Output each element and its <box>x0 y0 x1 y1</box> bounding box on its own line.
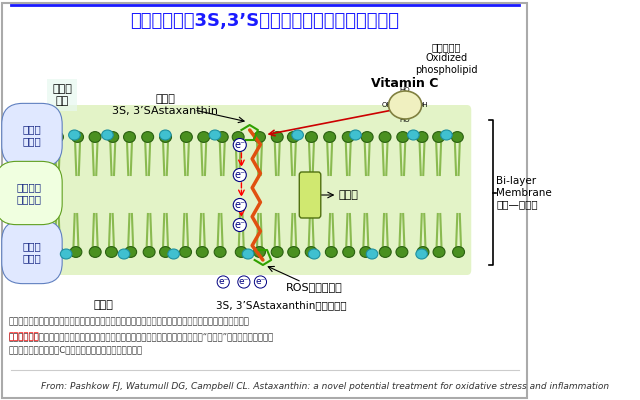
Ellipse shape <box>441 130 452 140</box>
Ellipse shape <box>324 132 335 142</box>
Text: 图示：虾青素的极性端结合了细胞膜的极性端，而非极性的中间部分恰好适应了细胞膜的中间非极性部分。: 图示：虾青素的极性端结合了细胞膜的极性端，而非极性的中间部分恰好适应了细胞膜的中… <box>8 317 249 326</box>
Text: e⁻: e⁻ <box>218 278 228 286</box>
Ellipse shape <box>70 246 82 258</box>
Text: 胆固醇: 胆固醇 <box>339 190 359 200</box>
Text: OH: OH <box>418 102 429 108</box>
Text: HO: HO <box>400 87 410 93</box>
Ellipse shape <box>232 132 244 142</box>
Ellipse shape <box>107 132 118 142</box>
Text: 极性端
（水）: 极性端 （水） <box>22 124 42 146</box>
Ellipse shape <box>396 246 408 258</box>
Ellipse shape <box>198 132 210 142</box>
Ellipse shape <box>51 132 63 142</box>
Ellipse shape <box>159 130 171 140</box>
FancyBboxPatch shape <box>300 172 321 218</box>
Ellipse shape <box>288 246 300 258</box>
Ellipse shape <box>292 130 303 140</box>
Ellipse shape <box>196 246 208 258</box>
Text: 氧化的磷脂
Oxidized
phospholipid: 氧化的磷脂 Oxidized phospholipid <box>415 42 477 75</box>
Ellipse shape <box>361 132 373 142</box>
Ellipse shape <box>416 249 428 259</box>
Ellipse shape <box>417 246 429 258</box>
Ellipse shape <box>209 130 221 140</box>
Ellipse shape <box>68 130 80 140</box>
FancyBboxPatch shape <box>42 105 471 275</box>
Ellipse shape <box>106 246 117 258</box>
Ellipse shape <box>253 246 266 258</box>
Ellipse shape <box>141 132 154 142</box>
Ellipse shape <box>305 246 317 258</box>
Text: HO: HO <box>400 117 410 123</box>
Ellipse shape <box>452 246 465 258</box>
Ellipse shape <box>118 249 130 259</box>
Ellipse shape <box>380 246 391 258</box>
Ellipse shape <box>343 246 355 258</box>
Ellipse shape <box>433 132 445 142</box>
Ellipse shape <box>72 132 83 142</box>
Ellipse shape <box>397 132 409 142</box>
Ellipse shape <box>168 249 179 259</box>
Text: e⁻: e⁻ <box>234 170 245 180</box>
Text: OH: OH <box>381 102 392 108</box>
Ellipse shape <box>214 246 226 258</box>
Ellipse shape <box>271 246 283 258</box>
Text: 细胞外
空间: 细胞外 空间 <box>52 84 72 106</box>
Ellipse shape <box>159 246 172 258</box>
Ellipse shape <box>102 130 113 140</box>
Text: 保护了细胞。而维生素C及其他的抗氧化剂都位于细胞外。: 保护了细胞。而维生素C及其他的抗氧化剂都位于细胞外。 <box>8 345 142 354</box>
Text: e⁻: e⁻ <box>239 278 249 286</box>
Ellipse shape <box>342 132 354 142</box>
Ellipse shape <box>349 130 362 140</box>
Ellipse shape <box>433 246 445 258</box>
Ellipse shape <box>379 132 391 142</box>
Ellipse shape <box>271 132 283 142</box>
Ellipse shape <box>143 246 155 258</box>
Ellipse shape <box>216 132 228 142</box>
Text: ROS（活性氧）: ROS（活性氧） <box>286 282 342 292</box>
Ellipse shape <box>180 246 191 258</box>
Ellipse shape <box>408 130 419 140</box>
Text: 红色虚线显示: 红色虚线显示 <box>8 332 39 341</box>
Ellipse shape <box>51 246 63 258</box>
Ellipse shape <box>60 249 72 259</box>
Ellipse shape <box>305 132 317 142</box>
Text: 3S, 3’SAstaxanthin（虾青素）: 3S, 3’SAstaxanthin（虾青素） <box>216 300 346 310</box>
Text: e⁻: e⁻ <box>234 140 245 150</box>
Ellipse shape <box>366 249 378 259</box>
Text: 脂肪酸链
（疏水）: 脂肪酸链 （疏水） <box>17 182 42 204</box>
Ellipse shape <box>308 249 320 259</box>
Ellipse shape <box>416 132 428 142</box>
Ellipse shape <box>89 246 101 258</box>
Text: e⁻: e⁻ <box>255 278 266 286</box>
Text: 极性端
（水）: 极性端 （水） <box>22 241 42 263</box>
Text: Bi-layer
Membrane
双层—分子膜: Bi-layer Membrane 双层—分子膜 <box>496 176 552 210</box>
Ellipse shape <box>388 91 422 119</box>
Ellipse shape <box>360 246 372 258</box>
Text: e⁻: e⁻ <box>234 200 245 210</box>
Ellipse shape <box>89 132 101 142</box>
Text: Vitamin C: Vitamin C <box>371 77 439 90</box>
Ellipse shape <box>236 246 247 258</box>
Ellipse shape <box>451 132 463 142</box>
Ellipse shape <box>180 132 193 142</box>
Text: 红色虚线显示：当细胞发生氧化反应时，细胞内的的电子会氿着跨膜的虾青素分子这些“避雷针”传递到细胞外，从而: 红色虚线显示：当细胞发生氧化反应时，细胞内的的电子会氿着跨膜的虾青素分子这些“避… <box>8 332 273 341</box>
Ellipse shape <box>253 132 266 142</box>
Ellipse shape <box>287 132 300 142</box>
Text: 细胞质: 细胞质 <box>93 300 113 310</box>
Ellipse shape <box>124 132 136 142</box>
Ellipse shape <box>243 249 254 259</box>
Text: 虾青素
3S, 3’SAstaxanthin: 虾青素 3S, 3’SAstaxanthin <box>113 94 218 116</box>
Ellipse shape <box>125 246 136 258</box>
Text: e⁻: e⁻ <box>234 220 245 230</box>
Text: From: Pashkow FJ, Watumull DG, Campbell CL. Astaxanthin: a novel potential treat: From: Pashkow FJ, Watumull DG, Campbell … <box>42 382 609 391</box>
Text: 雨生红球藻源3S,3’S虾青素跨越细胞膜电镜示意图: 雨生红球藻源3S,3’S虾青素跨越细胞膜电镜示意图 <box>130 12 399 30</box>
Ellipse shape <box>159 132 172 142</box>
Ellipse shape <box>325 246 337 258</box>
